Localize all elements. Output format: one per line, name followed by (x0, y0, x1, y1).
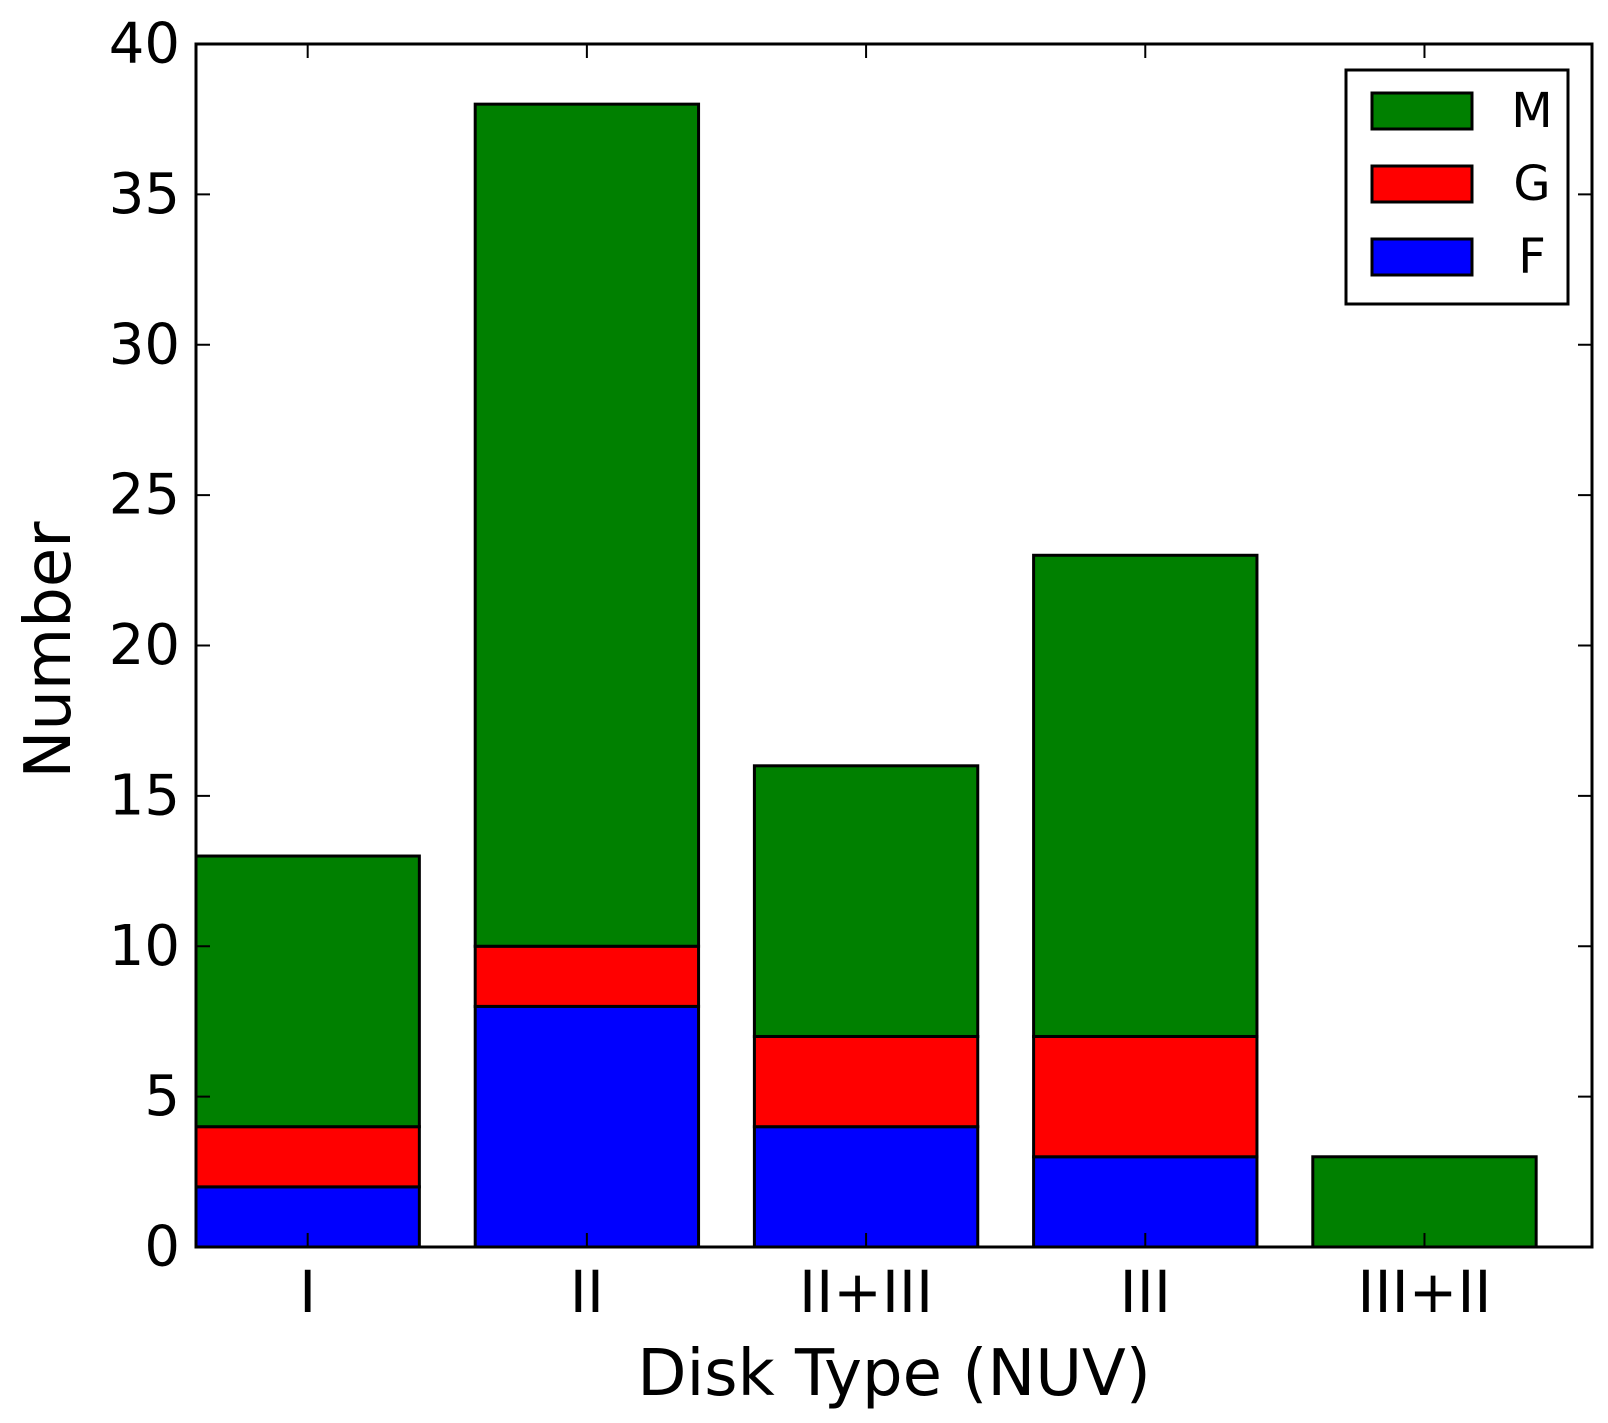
y-tick-label: 20 (109, 613, 180, 678)
bar-F-III (1032, 1155, 1259, 1249)
x-tick-label: I (299, 1258, 316, 1326)
bar-G-II+III (752, 1034, 980, 1129)
y-tick-label: 35 (109, 162, 180, 227)
y-tick-label: 25 (109, 463, 180, 528)
bar-M-I (194, 854, 421, 1129)
legend-label-G: G (1513, 156, 1550, 212)
legend-label-F: F (1518, 229, 1546, 285)
bar-M-II (473, 102, 701, 948)
y-tick-label: 10 (109, 914, 180, 979)
legend: MGF (1344, 68, 1570, 306)
bar-M-III (1032, 553, 1259, 1038)
bar-M-II+III (752, 764, 980, 1038)
legend-swatch-M (1370, 91, 1474, 131)
y-tick-label: 30 (109, 312, 180, 377)
x-tick-label: II+III (799, 1258, 933, 1326)
bars-group (194, 102, 1538, 1249)
x-tick-label: III+II (1357, 1258, 1491, 1326)
x-tick-label: II (570, 1258, 604, 1326)
bar-G-II (473, 944, 701, 1008)
bar-F-II+III (752, 1125, 980, 1249)
y-tick-label: 5 (144, 1064, 180, 1129)
y-tick-label: 15 (109, 763, 180, 828)
bar-G-III (1032, 1034, 1259, 1159)
x-tick-labels: I II II+III III III+II (299, 1258, 1491, 1326)
legend-label-M: M (1511, 83, 1552, 139)
y-tick-label: 0 (144, 1215, 180, 1280)
legend-swatch-F (1370, 237, 1474, 277)
y-axis-label: Number (12, 521, 86, 779)
y-tick-labels: 0 5 10 15 20 25 30 35 40 (109, 12, 180, 1280)
bar-F-II (473, 1004, 701, 1249)
x-tick-label: III (1120, 1258, 1171, 1326)
x-axis-label: Disk Type (NUV) (637, 1337, 1151, 1411)
ticks-group (196, 43, 1592, 1248)
y-tick-label: 40 (109, 12, 180, 77)
bar-G-I (194, 1125, 421, 1189)
legend-swatch-G (1370, 164, 1474, 204)
